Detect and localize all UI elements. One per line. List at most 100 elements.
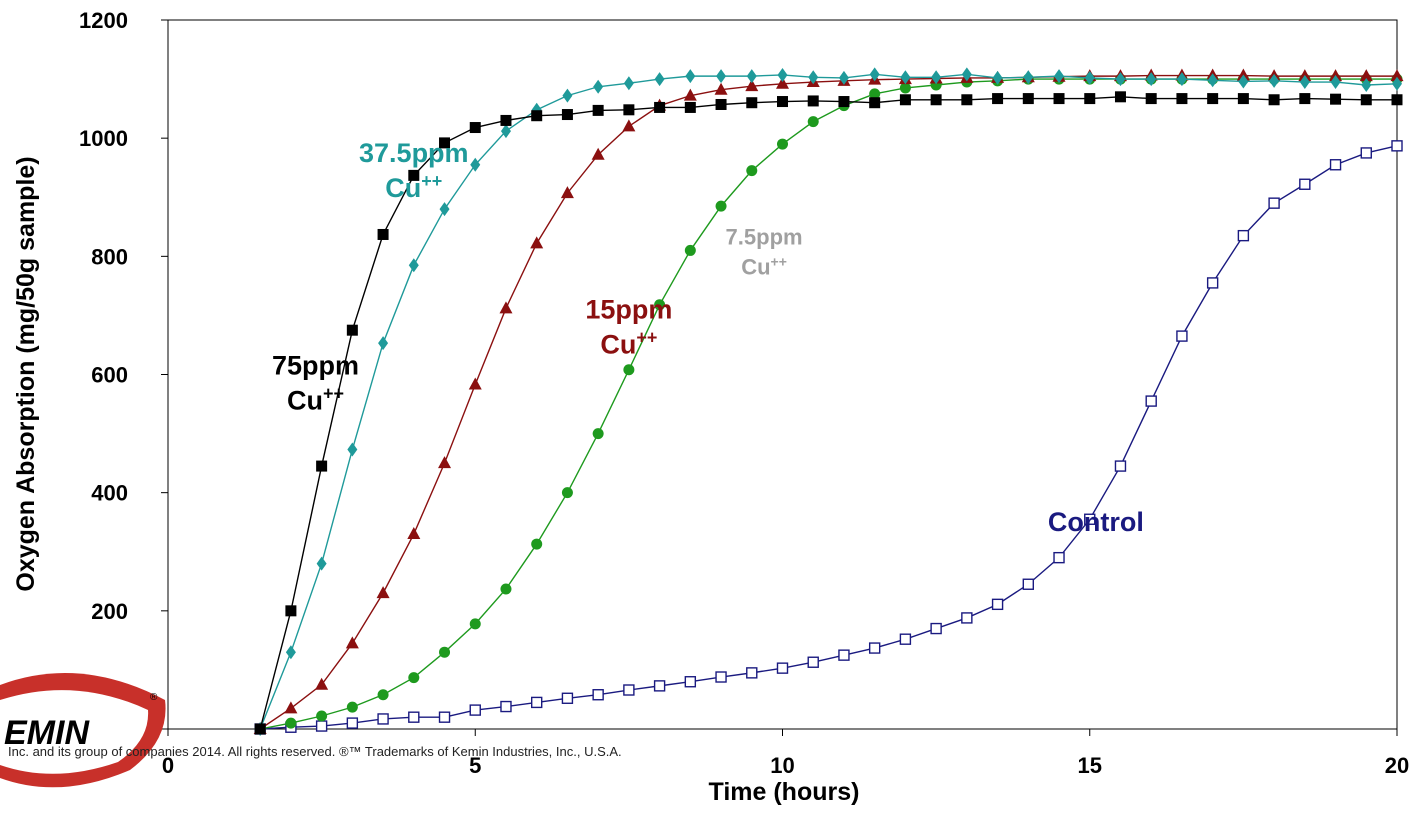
data-point-cu_37_5 [1115,72,1126,87]
data-point-cu_75 [715,98,727,110]
data-point-cu_7_5 [316,710,328,722]
data-point-control [746,667,758,679]
data-point-control [1329,159,1342,171]
data-point-control [653,680,666,692]
data-point-cu_37_5 [1299,75,1310,90]
data-point-control [531,696,543,709]
data-point-control [1391,140,1403,152]
data-point-cu_37_5 [1238,74,1249,89]
data-point-control [438,711,451,723]
data-point-cu_15 [714,82,728,95]
annotations: Control7.5ppmCu++15ppmCu++37.5ppmCu++75p… [272,138,1144,537]
series-line-cu_37_5 [259,73,1398,730]
data-point-cu_7_5 [531,538,543,550]
data-point-control [346,717,359,729]
data-point-control [1206,277,1219,289]
data-point-cu_7_5 [346,701,358,713]
data-point-cu_15 [1390,69,1404,82]
data-point-cu_15 [560,186,574,199]
data-point-cu_7_5 [377,689,389,701]
data-point-cu_15 [683,88,697,101]
axes: 0 5 10 15 20 200 400 600 800 1000 1200 [79,8,1409,778]
series-line-cu_75 [259,96,1397,730]
data-point-cu_75 [285,605,297,617]
y-tick-label: 200 [91,599,128,624]
data-point-cu_75 [1360,94,1372,106]
data-point-control [1360,147,1372,159]
data-point-cu_37_5 [961,67,972,82]
data-point-control [991,598,1004,611]
data-point-cu_75 [869,97,881,109]
x-tick-label: 20 [1385,753,1409,778]
data-point-cu_75 [684,101,696,113]
data-point-cu_7_5 [746,165,758,177]
y-tick-label: 600 [91,363,128,388]
data-point-cu_75 [777,96,788,108]
data-point-cu_7_5 [623,364,635,376]
data-point-cu_37_5 [408,258,419,273]
data-point-cu_7_5 [500,583,512,595]
data-point-cu_75 [1299,93,1311,105]
data-point-cu_7_5 [715,200,727,212]
data-point-cu_75 [408,169,420,181]
data-point-cu_37_5 [716,69,727,84]
data-point-cu_75 [1145,93,1157,105]
data-point-cu_37_5 [1269,73,1280,88]
data-point-cu_15 [591,147,605,160]
data-point-cu_37_5 [1054,69,1065,84]
data-point-cu_37_5 [838,70,849,85]
data-point-cu_75 [746,97,758,109]
data-point-cu_75 [1237,93,1249,105]
series-cu_15 [253,68,1404,734]
data-point-cu_15 [1359,69,1373,82]
data-point-cu_37_5 [992,70,1003,85]
data-point-cu_75 [500,114,512,126]
data-point-cu_75 [1176,93,1188,105]
data-point-cu_15 [438,456,452,469]
y-tick-label: 400 [91,481,128,506]
data-point-cu_7_5 [684,244,696,256]
data-point-control [1114,460,1127,472]
data-point-cu_37_5 [285,645,296,660]
data-point-cu_37_5 [931,70,942,85]
series-label-cu_15: 15ppm [585,294,672,324]
data-point-cu_37_5 [500,124,511,139]
data-point-cu_75 [1391,94,1403,106]
data-point-control [899,633,912,645]
series-control [254,140,1403,735]
data-point-cu_37_5 [439,202,450,217]
data-point-cu_37_5 [1330,75,1341,90]
data-point-cu_15 [345,636,359,649]
data-point-cu_15 [622,119,636,132]
kemin-logo-text: EMIN [4,714,90,752]
data-point-control [1145,395,1157,407]
data-point-cu_7_5 [777,138,788,150]
series-cu_37_5 [255,67,1402,736]
data-point-cu_37_5 [593,79,604,94]
data-point-cu_7_5 [654,299,666,311]
kemin-logo: EMIN ® [0,673,166,788]
data-point-cu_15 [530,236,544,249]
data-point-control [930,622,942,635]
data-point-cu_75 [1053,93,1065,105]
data-point-cu_15 [776,76,789,89]
data-point-cu_75 [992,93,1004,105]
data-point-control [868,642,881,654]
data-point-cu_7_5 [807,116,819,128]
data-point-control [1237,229,1250,242]
data-point-cu_75 [1207,93,1219,105]
data-point-control [715,671,727,683]
data-point-control [592,689,604,701]
data-point-cu_37_5 [808,70,819,85]
x-tick-label: 0 [162,753,174,778]
data-point-cu_15 [315,677,329,690]
data-point-cu_75 [930,94,942,106]
series-label-cu_37_5: 37.5ppm [359,138,469,168]
data-point-cu_75 [1022,93,1034,105]
series-layer [253,67,1404,736]
data-point-cu_37_5 [623,76,634,91]
data-point-cu_37_5 [1084,70,1095,85]
y-tick-label: 1200 [79,8,128,33]
x-tick-label: 15 [1078,753,1102,778]
